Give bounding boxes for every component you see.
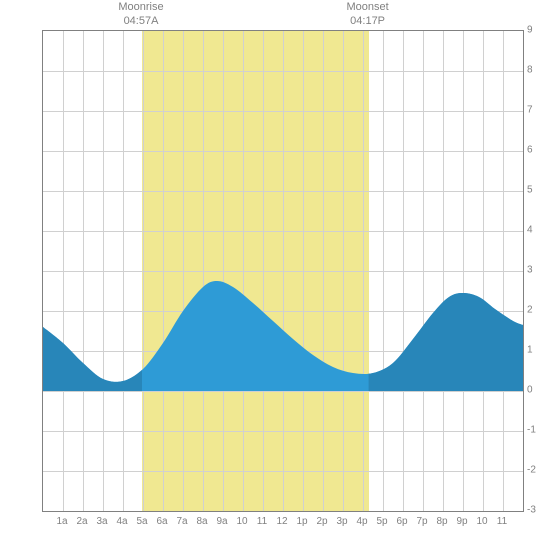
y-tick: 6 bbox=[527, 145, 533, 156]
x-tick: 6a bbox=[156, 516, 167, 527]
x-tick: 10 bbox=[236, 516, 247, 527]
x-tick: 12 bbox=[276, 516, 287, 527]
y-tick: 2 bbox=[527, 305, 533, 316]
x-tick: 7p bbox=[416, 516, 427, 527]
y-tick: 8 bbox=[527, 65, 533, 76]
y-tick: 5 bbox=[527, 185, 533, 196]
moonset-label: Moonset 04:17P bbox=[338, 0, 398, 29]
x-tick: 9a bbox=[216, 516, 227, 527]
moonrise-title: Moonrise bbox=[118, 1, 163, 13]
x-tick: 11 bbox=[497, 516, 507, 527]
x-tick: 2a bbox=[76, 516, 87, 527]
y-tick: 3 bbox=[527, 265, 533, 276]
x-tick: 8p bbox=[436, 516, 447, 527]
x-tick: 7a bbox=[176, 516, 187, 527]
y-tick: 4 bbox=[527, 225, 533, 236]
x-tick: 11 bbox=[257, 516, 267, 527]
y-tick: -3 bbox=[527, 505, 536, 516]
y-tick: 0 bbox=[527, 385, 533, 396]
tide-curve bbox=[43, 31, 523, 511]
x-tick: 5p bbox=[376, 516, 387, 527]
x-tick: 3a bbox=[96, 516, 107, 527]
moonrise-time: 04:57A bbox=[124, 15, 159, 27]
y-tick: 9 bbox=[527, 25, 533, 36]
y-tick: -2 bbox=[527, 465, 536, 476]
tide-chart: Moonrise 04:57A Moonset 04:17P -3-2-1012… bbox=[0, 0, 550, 550]
x-tick: 8a bbox=[196, 516, 207, 527]
x-tick: 4p bbox=[356, 516, 367, 527]
x-tick: 9p bbox=[456, 516, 467, 527]
x-tick: 1p bbox=[296, 516, 307, 527]
y-tick: 7 bbox=[527, 105, 533, 116]
moonrise-label: Moonrise 04:57A bbox=[111, 0, 171, 29]
x-tick: 10 bbox=[476, 516, 487, 527]
x-tick: 2p bbox=[316, 516, 327, 527]
x-tick: 1a bbox=[56, 516, 67, 527]
x-tick: 4a bbox=[116, 516, 127, 527]
x-tick: 3p bbox=[336, 516, 347, 527]
y-tick: 1 bbox=[527, 345, 533, 356]
plot-area bbox=[42, 30, 524, 512]
x-tick: 6p bbox=[396, 516, 407, 527]
moonset-title: Moonset bbox=[346, 1, 388, 13]
x-tick: 5a bbox=[136, 516, 147, 527]
y-tick: -1 bbox=[527, 425, 536, 436]
moonset-time: 04:17P bbox=[350, 15, 385, 27]
